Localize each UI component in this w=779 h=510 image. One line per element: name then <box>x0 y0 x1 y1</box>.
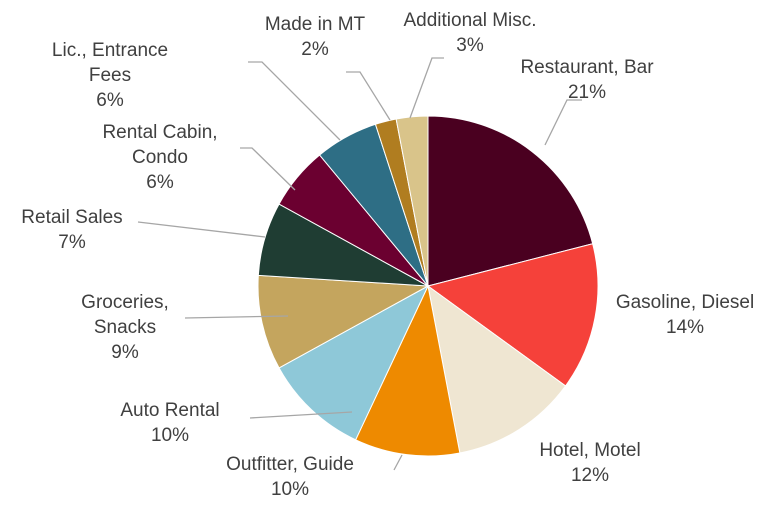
slice-name: Lic., Entrance Fees <box>51 40 169 86</box>
slice-percent: 7% <box>58 232 86 253</box>
slice-label: Rental Cabin, Condo 6% <box>90 120 230 195</box>
slice-label: Gasoline, Diesel 14% <box>590 290 779 340</box>
leader-line <box>346 71 391 121</box>
slice-percent: 6% <box>96 90 124 111</box>
leader-line <box>544 99 582 146</box>
slice-percent: 21% <box>567 82 607 103</box>
leader-line <box>248 61 341 141</box>
slice-name: Auto Rental <box>120 400 220 421</box>
slice-percent: 14% <box>665 317 705 338</box>
slice-name: Retail Sales <box>21 207 123 228</box>
slice-percent: 6% <box>146 172 174 193</box>
pie-slice <box>257 274 430 369</box>
slice-name: Hotel, Motel <box>539 440 641 461</box>
slice-label: Groceries, Snacks 9% <box>70 290 180 365</box>
slice-label: Auto Rental 10% <box>90 398 250 448</box>
slice-percent: 3% <box>456 35 484 56</box>
slice-label: Restaurant, Bar 21% <box>477 55 697 105</box>
leader-line <box>240 147 296 191</box>
slice-name: Additional Misc. <box>403 10 537 31</box>
slice-name: Restaurant, Bar <box>520 57 654 78</box>
slice-percent: 10% <box>270 479 310 500</box>
slice-name: Made in MT <box>264 14 366 35</box>
leader-line <box>137 221 266 238</box>
slice-name: Gasoline, Diesel <box>615 292 755 313</box>
leader-line <box>249 411 353 419</box>
slice-label: Retail Sales 7% <box>0 205 147 255</box>
pie-slice <box>427 115 594 287</box>
leader-line <box>184 315 289 319</box>
slice-percent: 9% <box>111 342 139 363</box>
leader-line <box>409 57 444 119</box>
slice-percent: 2% <box>301 39 329 60</box>
slice-name: Outfitter, Guide <box>226 454 354 475</box>
slice-percent: 12% <box>570 465 610 486</box>
slice-name: Groceries, Snacks <box>81 292 169 338</box>
leader-line <box>393 454 403 471</box>
slice-percent: 10% <box>150 425 190 446</box>
slice-label: Hotel, Motel 12% <box>505 438 675 488</box>
slice-name: Rental Cabin, Condo <box>102 122 218 168</box>
pie-slice <box>354 284 461 457</box>
pie-slice <box>278 284 430 441</box>
slice-label: Additional Misc. 3% <box>385 8 555 58</box>
pie-slice <box>426 243 599 387</box>
slice-label: Made in MT 2% <box>245 12 385 62</box>
slice-label: Lic., Entrance Fees 6% <box>30 38 190 113</box>
slice-label: Outfitter, Guide 10% <box>195 452 385 502</box>
pie-slice <box>395 115 429 287</box>
pie-slice <box>427 284 567 454</box>
